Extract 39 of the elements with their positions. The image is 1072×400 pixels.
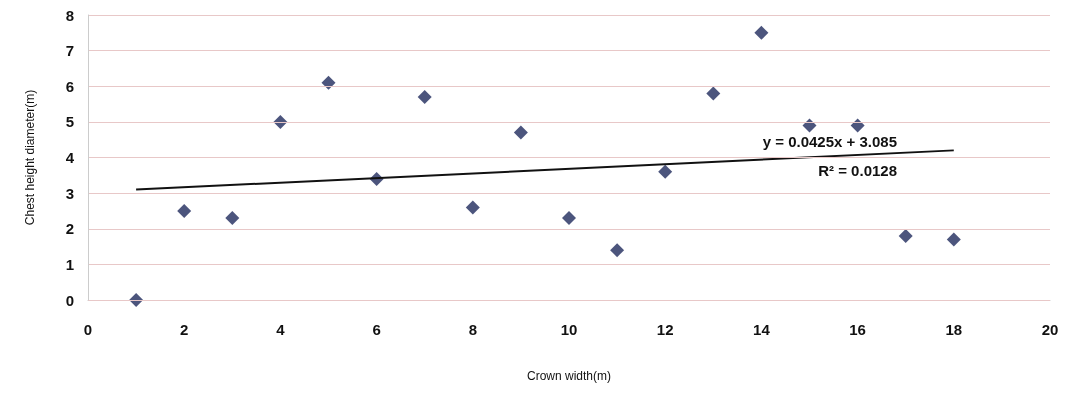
point (177, 203, 192, 218)
y-axis-title: Chest height diameter(m) (23, 89, 37, 226)
point (898, 228, 913, 243)
point (321, 75, 336, 90)
y-tick-label: 4 (65, 149, 75, 166)
point (417, 89, 432, 104)
x-tick-label: 20 (1041, 321, 1059, 338)
x-tick-label: 10 (560, 321, 578, 338)
x-tick-label: 8 (468, 321, 477, 338)
y-tick-label: 0 (65, 291, 74, 309)
point (610, 243, 625, 258)
y-tick-label: 6 (65, 77, 74, 95)
point (225, 211, 240, 226)
x-axis-title: Crown width(m) (526, 369, 612, 383)
point (946, 232, 961, 247)
x-tick-label: 18 (945, 321, 963, 338)
y-tick-label: 3 (65, 184, 74, 202)
point (562, 211, 576, 226)
annotation: y = 0.0425x + 3.085 (762, 133, 898, 150)
x-tick-label: 6 (372, 321, 381, 338)
y-tick-label: 1 (65, 255, 74, 273)
annotation: R² = 0.0128 (818, 162, 898, 179)
point (658, 164, 673, 179)
y-tick-label: 5 (65, 113, 74, 131)
y-tick-label: 8 (65, 6, 74, 24)
point (513, 125, 528, 140)
x-tick-label: 16 (849, 321, 866, 338)
point (754, 25, 769, 40)
x-tick-label: 12 (656, 321, 674, 338)
point (706, 86, 721, 101)
point (465, 200, 480, 215)
x-tick-label: 4 (276, 321, 286, 338)
y-tick-label: 2 (65, 220, 74, 238)
point (850, 118, 865, 133)
point (802, 118, 817, 133)
x-tick-label: 0 (83, 321, 93, 338)
x-tick-label: 2 (180, 321, 189, 338)
x-tick-label: 14 (753, 321, 771, 338)
y-tick-label: 7 (65, 42, 74, 60)
